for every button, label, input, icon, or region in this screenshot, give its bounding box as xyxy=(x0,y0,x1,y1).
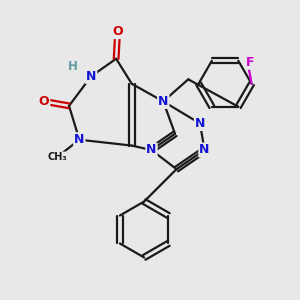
Text: O: O xyxy=(112,25,123,38)
Text: F: F xyxy=(246,56,254,69)
Text: N: N xyxy=(195,117,205,130)
Text: H: H xyxy=(68,60,78,73)
Text: O: O xyxy=(39,95,49,108)
Text: N: N xyxy=(74,133,85,146)
Text: CH₃: CH₃ xyxy=(47,152,67,162)
Text: N: N xyxy=(158,95,168,108)
Text: N: N xyxy=(86,70,96,83)
Text: N: N xyxy=(146,143,157,157)
Text: N: N xyxy=(199,143,210,157)
